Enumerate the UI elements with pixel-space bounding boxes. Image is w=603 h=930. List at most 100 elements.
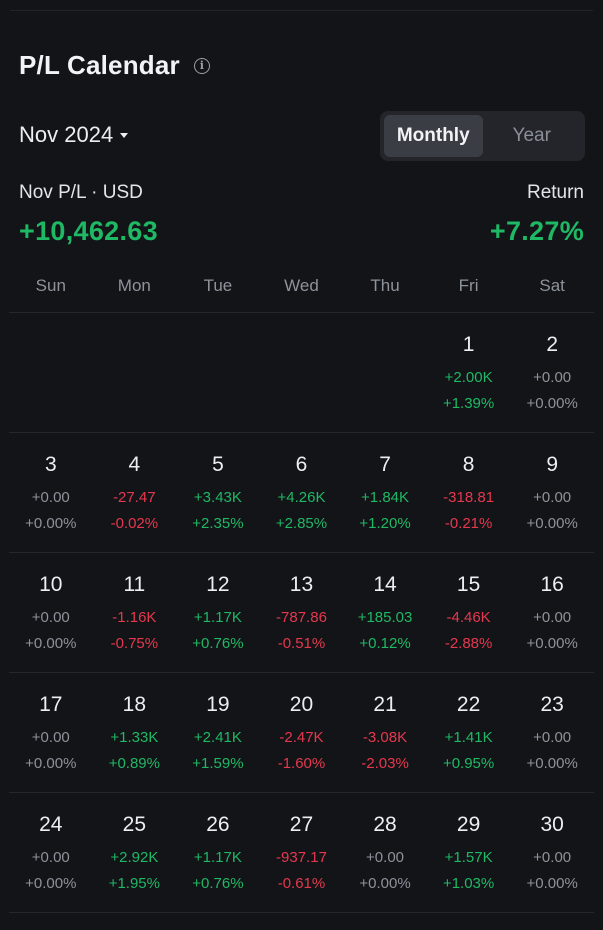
day-pl-percent: -2.88%: [444, 635, 493, 652]
calendar-grid: 1 +2.00K +1.39% 2 +0.00 +0.00% 3 +0.00 +0.00% 4 -2…: [9, 312, 594, 913]
day-number: 17: [39, 693, 63, 716]
day-cell[interactable]: 2 +0.00 +0.00%: [510, 313, 594, 432]
day-pl-percent: -1.60%: [277, 755, 326, 772]
day-pl-value: -4.46K: [446, 609, 491, 626]
day-cell[interactable]: 13 -787.86 -0.51%: [260, 553, 344, 672]
caret-down-icon: [120, 132, 129, 138]
day-pl-percent: +0.00%: [526, 755, 578, 772]
day-number: 26: [206, 813, 230, 836]
day-cell[interactable]: 11 -1.16K -0.75%: [93, 553, 177, 672]
weekday-label: Sun: [35, 276, 66, 295]
day-number: 11: [123, 573, 146, 596]
day-cell[interactable]: 12 +1.17K +0.76%: [176, 553, 260, 672]
day-cell[interactable]: 15 -4.46K -2.88%: [427, 553, 511, 672]
month-selector[interactable]: Nov 2024: [19, 122, 129, 148]
day-pl-percent: +0.89%: [108, 755, 160, 772]
day-pl-percent: -0.51%: [277, 635, 326, 652]
day-cell[interactable]: 25 +2.92K +1.95%: [93, 793, 177, 912]
day-cell[interactable]: 19 +2.41K +1.59%: [176, 673, 260, 792]
weekday-label: Sat: [539, 276, 565, 295]
tab-monthly[interactable]: Monthly: [384, 115, 483, 157]
day-pl-value: +4.26K: [277, 489, 326, 506]
day-pl-value: +0.00: [533, 369, 572, 386]
day-cell[interactable]: 29 +1.57K +1.03%: [427, 793, 511, 912]
day-cell[interactable]: 8 -318.81 -0.21%: [427, 433, 511, 552]
day-number: 7: [379, 453, 391, 476]
day-cell[interactable]: 4 -27.47 -0.02%: [93, 433, 177, 552]
day-pl-value: -27.47: [113, 489, 156, 506]
day-pl-percent: +0.00%: [25, 755, 77, 772]
day-cell[interactable]: 26 +1.17K +0.76%: [176, 793, 260, 912]
day-number: 2: [546, 333, 558, 356]
day-pl-percent: -2.03%: [361, 755, 409, 772]
info-icon[interactable]: i: [193, 57, 210, 74]
day-number: 6: [295, 453, 308, 476]
day-pl-percent: +1.95%: [108, 875, 160, 892]
day-number: 23: [540, 693, 564, 716]
day-cell[interactable]: 14 +185.03 +0.12%: [343, 553, 427, 672]
week-row: 1 +2.00K +1.39% 2 +0.00 +0.00%: [9, 312, 594, 432]
day-cell[interactable]: 27 -937.17 -0.61%: [260, 793, 344, 912]
day-number: 16: [540, 573, 564, 596]
day-pl-value: +1.17K: [193, 849, 242, 866]
day-number: 28: [373, 813, 397, 836]
day-cell[interactable]: 20 -2.47K -1.60%: [260, 673, 344, 792]
day-pl-percent: -0.75%: [110, 635, 159, 652]
day-cell[interactable]: 22 +1.41K +0.95%: [427, 673, 511, 792]
day-pl-value: +1.17K: [193, 609, 242, 626]
day-number: 27: [289, 813, 314, 836]
day-pl-percent: +0.00%: [526, 395, 578, 412]
day-pl-value: +1.57K: [444, 849, 493, 866]
day-cell[interactable]: 3 +0.00 +0.00%: [9, 433, 93, 552]
day-cell[interactable]: 10 +0.00 +0.00%: [9, 553, 93, 672]
day-cell[interactable]: 23 +0.00 +0.00%: [510, 673, 594, 792]
empty-day-cell: [343, 313, 427, 432]
day-number: 14: [373, 573, 397, 596]
empty-day-cell: [176, 313, 260, 432]
day-number: 20: [289, 693, 314, 716]
header: P/L Calendar i: [19, 50, 210, 81]
day-cell[interactable]: 21 -3.08K -2.03%: [343, 673, 427, 792]
weekday-label: Thu: [370, 276, 400, 295]
day-cell[interactable]: 30 +0.00 +0.00%: [510, 793, 594, 912]
day-pl-percent: +2.85%: [275, 515, 328, 532]
day-pl-value: +2.41K: [193, 729, 242, 746]
day-cell[interactable]: 7 +1.84K +1.20%: [343, 433, 427, 552]
day-cell[interactable]: 9 +0.00 +0.00%: [510, 433, 594, 552]
day-number: 10: [39, 573, 63, 596]
month-label: Nov 2024: [19, 122, 114, 147]
day-pl-percent: +0.95%: [442, 755, 495, 772]
day-cell[interactable]: 5 +3.43K +2.35%: [176, 433, 260, 552]
day-number: 22: [456, 693, 481, 716]
day-pl-value: -3.08K: [362, 729, 408, 746]
day-pl-value: +0.00: [31, 489, 70, 506]
day-cell[interactable]: 1 +2.00K +1.39%: [427, 313, 511, 432]
weekday-label: Fri: [458, 276, 479, 295]
day-cell[interactable]: 24 +0.00 +0.00%: [9, 793, 93, 912]
day-pl-percent: +0.00%: [526, 635, 578, 652]
day-pl-percent: +0.00%: [526, 515, 578, 532]
week-row: 10 +0.00 +0.00% 11 -1.16K -0.75% 12 +1.17K +0.76…: [9, 552, 594, 672]
weekday-label: Wed: [284, 276, 319, 295]
day-pl-value: +0.00: [31, 849, 70, 866]
day-cell[interactable]: 16 +0.00 +0.00%: [510, 553, 594, 672]
day-pl-percent: +0.00%: [359, 875, 411, 892]
day-cell[interactable]: 18 +1.33K +0.89%: [93, 673, 177, 792]
day-pl-percent: +0.00%: [25, 635, 77, 652]
day-pl-percent: +0.00%: [25, 515, 77, 532]
day-pl-percent: +0.00%: [526, 875, 578, 892]
day-pl-value: +185.03: [357, 609, 413, 626]
day-cell[interactable]: 28 +0.00 +0.00%: [343, 793, 427, 912]
day-pl-value: -318.81: [443, 489, 495, 506]
day-number: 3: [44, 453, 57, 476]
day-number: 5: [212, 453, 224, 476]
day-pl-value: +0.00: [31, 609, 70, 626]
day-pl-value: -2.47K: [279, 729, 324, 746]
day-cell[interactable]: 17 +0.00 +0.00%: [9, 673, 93, 792]
day-cell[interactable]: 6 +4.26K +2.85%: [260, 433, 344, 552]
day-number: 15: [456, 573, 481, 596]
pl-label: Nov P/L · USD: [19, 182, 143, 203]
tab-year[interactable]: Year: [512, 125, 551, 146]
day-number: 12: [206, 573, 230, 596]
day-pl-percent: +0.00%: [25, 875, 77, 892]
